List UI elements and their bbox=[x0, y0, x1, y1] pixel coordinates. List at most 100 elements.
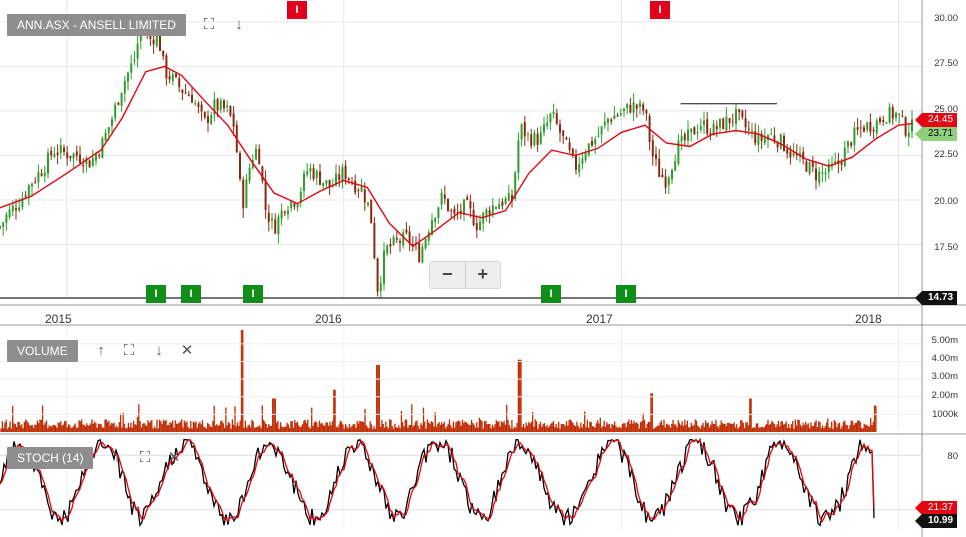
candle-body bbox=[408, 231, 411, 243]
candle-body bbox=[223, 100, 225, 109]
candle-body bbox=[459, 210, 462, 213]
candle-body bbox=[136, 43, 139, 59]
candle-body bbox=[498, 203, 501, 209]
event-marker-green[interactable]: I bbox=[181, 285, 201, 303]
arrow-up-icon[interactable]: ↑ bbox=[113, 449, 121, 466]
zoom-controls: − + bbox=[429, 261, 501, 289]
event-marker-green[interactable]: I bbox=[616, 285, 636, 303]
symbol-title-badge[interactable]: ANN.ASX - ANSELL LIMITED bbox=[7, 14, 186, 36]
fullscreen-icon[interactable]: ⛶ bbox=[139, 449, 151, 466]
candle-body bbox=[392, 236, 395, 245]
candle-body bbox=[162, 50, 165, 57]
candle-body bbox=[24, 195, 27, 197]
candle-body bbox=[552, 111, 555, 115]
y-tick-label: 27.50 bbox=[934, 58, 958, 69]
candle-body bbox=[600, 126, 603, 135]
candle-body bbox=[399, 240, 401, 243]
candle-body bbox=[11, 205, 14, 212]
candle-body bbox=[210, 115, 213, 124]
candle-body bbox=[341, 167, 344, 181]
candle-body bbox=[760, 133, 763, 141]
candle-body bbox=[15, 208, 17, 211]
candle-body bbox=[127, 72, 129, 82]
candle-body bbox=[571, 148, 574, 156]
stoch-d-line bbox=[0, 439, 875, 524]
candle-body bbox=[514, 172, 517, 200]
last-price-tag: 24.45 bbox=[914, 113, 958, 127]
candle-body bbox=[357, 190, 360, 192]
candle-body bbox=[239, 153, 241, 180]
candle-body bbox=[290, 201, 293, 209]
event-marker-green[interactable]: I bbox=[243, 285, 263, 303]
volume-panel-title[interactable]: VOLUME bbox=[7, 340, 78, 362]
arrow-up-icon[interactable]: ↑ bbox=[97, 342, 105, 359]
candle-body bbox=[267, 212, 270, 222]
candle-body bbox=[504, 198, 507, 204]
candle-body bbox=[447, 198, 449, 211]
candle-body bbox=[0, 226, 1, 228]
candle-body bbox=[808, 161, 811, 174]
close-icon[interactable]: ✕ bbox=[180, 342, 194, 359]
candle-body bbox=[411, 244, 414, 246]
candle-body bbox=[869, 121, 872, 132]
candle-body bbox=[815, 168, 817, 181]
candle-body bbox=[616, 115, 619, 117]
fullscreen-icon[interactable]: ⛶ bbox=[123, 342, 135, 359]
candle-body bbox=[696, 131, 699, 134]
candle-body bbox=[43, 172, 46, 177]
candle-body bbox=[728, 118, 731, 124]
candle-body bbox=[245, 179, 248, 208]
candle-body bbox=[229, 106, 232, 116]
zoom-out-button[interactable]: − bbox=[441, 264, 453, 284]
candle-body bbox=[328, 179, 331, 188]
candle-body bbox=[671, 169, 673, 180]
y-tick-label: 80 bbox=[947, 451, 958, 462]
candle-body bbox=[856, 127, 859, 130]
candle-body bbox=[523, 121, 526, 137]
candle-body bbox=[687, 129, 689, 141]
arrow-down-icon[interactable]: ↓ bbox=[235, 16, 243, 33]
candle-body bbox=[258, 148, 261, 165]
candle-body bbox=[395, 238, 398, 240]
candle-body bbox=[546, 122, 549, 127]
candle-body bbox=[466, 197, 469, 200]
candle-body bbox=[885, 122, 888, 124]
fullscreen-icon[interactable]: ⛶ bbox=[203, 16, 215, 33]
arrow-down-icon[interactable]: ↓ bbox=[155, 342, 163, 359]
candle-body bbox=[264, 179, 267, 210]
candle-body bbox=[731, 121, 734, 123]
candle-body bbox=[379, 282, 382, 292]
candle-body bbox=[443, 194, 446, 199]
candle-body bbox=[895, 112, 897, 118]
candle-body bbox=[312, 168, 315, 180]
event-marker-red[interactable]: I bbox=[650, 1, 670, 19]
y-tick-label: 25.00 bbox=[934, 104, 958, 115]
stoch-d-tag: 21.37 bbox=[914, 501, 958, 515]
candle-body bbox=[402, 232, 405, 246]
candle-body bbox=[645, 110, 648, 114]
candle-body bbox=[8, 209, 11, 218]
y-tick-label: 2.00m bbox=[931, 390, 958, 401]
y-tick-label: 20.00 bbox=[934, 196, 958, 207]
candle-body bbox=[431, 220, 433, 235]
zoom-in-button[interactable]: + bbox=[464, 262, 501, 288]
candle-body bbox=[543, 124, 545, 133]
candle-body bbox=[773, 135, 776, 142]
x-tick-label: 2016 bbox=[315, 312, 342, 326]
candle-body bbox=[203, 112, 206, 118]
candle-body bbox=[472, 209, 475, 226]
candle-body bbox=[623, 108, 625, 112]
candle-body bbox=[690, 128, 693, 133]
candle-body bbox=[693, 127, 696, 135]
event-marker-red[interactable]: I bbox=[287, 1, 307, 19]
candle-body bbox=[63, 147, 65, 153]
event-marker-green[interactable]: I bbox=[541, 285, 561, 303]
candle-body bbox=[491, 205, 494, 215]
candle-body bbox=[527, 133, 529, 135]
candle-body bbox=[309, 168, 312, 172]
stoch-panel-title[interactable]: STOCH (14) bbox=[7, 447, 94, 469]
candle-body bbox=[367, 202, 369, 206]
close-icon[interactable]: ✕ bbox=[167, 449, 181, 466]
candle-body bbox=[911, 119, 913, 132]
event-marker-green[interactable]: I bbox=[146, 285, 166, 303]
